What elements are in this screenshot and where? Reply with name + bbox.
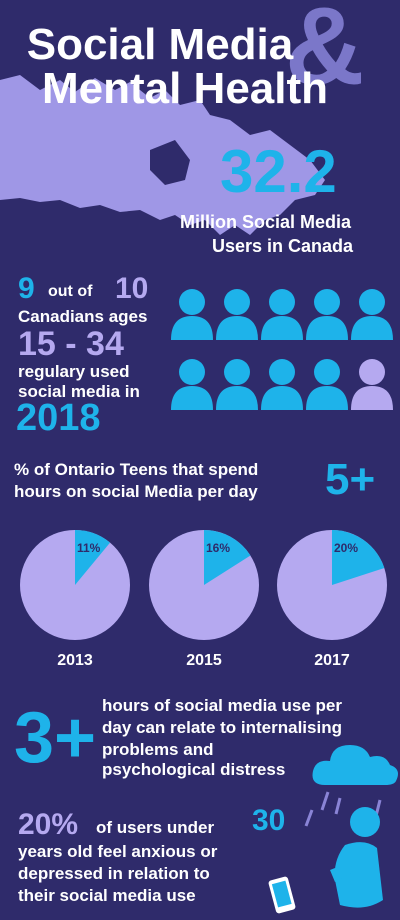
person-icon: [261, 359, 303, 410]
ratio-canadians-ages: Canadians ages: [18, 307, 148, 326]
ratio-social-media-in: social media in: [18, 382, 140, 401]
person-icon: [216, 359, 258, 410]
users-caption-line-1: Million Social Media: [180, 212, 352, 232]
people-icon-grid: [171, 289, 393, 410]
anxious-line-2: years old feel anxious or: [18, 842, 218, 861]
pie-percent-label: 11%: [77, 541, 101, 555]
sad-person-icon: [330, 807, 383, 908]
ontario-line-2: hours on social Media per day: [14, 482, 258, 501]
anxious-line-3: depressed in relation to: [18, 864, 210, 883]
pie-year-2015: 2015: [186, 652, 222, 669]
pie-charts: 11% 16% 20%: [20, 530, 387, 640]
ratio-year: 2018: [16, 397, 101, 439]
title-line-1: Social Media: [26, 20, 294, 69]
ampersand-decoration: &: [285, 0, 365, 108]
pie-highlight-slice: [204, 530, 251, 585]
person-icon: [171, 289, 213, 340]
users-count: 32.2: [220, 138, 337, 205]
ontario-line-1: % of Ontario Teens that spend: [14, 460, 259, 479]
person-icon: [261, 289, 303, 340]
ratio-regularly-used: regulary used: [18, 362, 130, 381]
person-icon: [351, 289, 393, 340]
ratio-nine: 9: [18, 272, 35, 305]
person-icon: [306, 359, 348, 410]
three-plus-value: 3+: [14, 698, 97, 778]
title-line-2: Mental Health: [41, 64, 329, 113]
ratio-ten: 10: [115, 272, 149, 305]
three-plus-line-2: day can relate to internalising: [102, 718, 342, 737]
anxious-line-4: their social media use: [18, 886, 196, 905]
pie-year-2013: 2013: [57, 652, 93, 669]
three-plus-line-4: psychological distress: [102, 760, 286, 779]
ontario-hours: 5+: [325, 455, 376, 504]
users-caption-line-2: Users in Canada: [212, 236, 354, 256]
anxious-line-1: of users under: [96, 818, 215, 837]
person-icon: [216, 289, 258, 340]
person-icon: [351, 359, 393, 410]
canada-map-icon: [0, 75, 325, 235]
storm-cloud-icon: [312, 745, 398, 785]
ratio-age-range: 15 - 34: [18, 325, 124, 363]
pie-percent-label: 16%: [206, 541, 230, 555]
ratio-out-of: out of: [48, 283, 93, 300]
three-plus-line-1: hours of social media use per: [102, 696, 342, 715]
phone-icon: [268, 876, 296, 914]
three-plus-line-3: problems and: [102, 740, 214, 759]
anxious-percent: 20%: [18, 808, 79, 841]
person-icon: [171, 359, 213, 410]
pie-highlight-slice: [332, 530, 385, 585]
pie-highlight-slice: [75, 530, 111, 585]
pie-year-2017: 2017: [314, 652, 350, 669]
pie-percent-label: 20%: [334, 541, 358, 555]
anxious-age: 30: [252, 804, 286, 837]
person-icon: [306, 289, 348, 340]
